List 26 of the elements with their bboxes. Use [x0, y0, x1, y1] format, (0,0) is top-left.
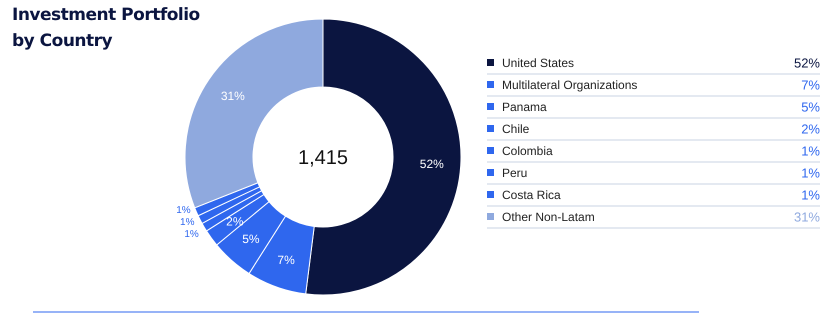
- text: 1%: [801, 166, 820, 181]
- legend-label: Peru: [502, 166, 528, 180]
- data-label: 5%: [242, 232, 260, 246]
- legend-label: United States: [502, 56, 574, 70]
- legend-label: Colombia: [502, 144, 554, 158]
- legend-label: Multilateral Organizations: [502, 78, 638, 92]
- text: 52%: [794, 56, 820, 71]
- legend-label: Chile: [502, 122, 530, 136]
- data-label: 31%: [220, 88, 246, 103]
- data-label: 7%: [277, 252, 296, 267]
- text: 7%: [801, 78, 820, 93]
- text: 1,415: [298, 147, 348, 169]
- data-label: 1%: [176, 204, 191, 216]
- data-label: 1%: [180, 216, 195, 228]
- data-label: 1%: [184, 228, 199, 240]
- text: 2%: [801, 122, 820, 137]
- data-label: 52%: [420, 157, 444, 172]
- legend-label: Other Non-Latam: [502, 210, 595, 224]
- text: 5%: [801, 100, 820, 115]
- data-label: 2%: [226, 214, 244, 228]
- text: 1%: [801, 144, 820, 159]
- text: 1%: [801, 188, 820, 203]
- legend-label: Costa Rica: [502, 188, 562, 202]
- chart-title: Investment Portfolio by Country: [12, 4, 201, 53]
- text: 31%: [794, 210, 820, 225]
- legend-label: Panama: [502, 100, 548, 114]
